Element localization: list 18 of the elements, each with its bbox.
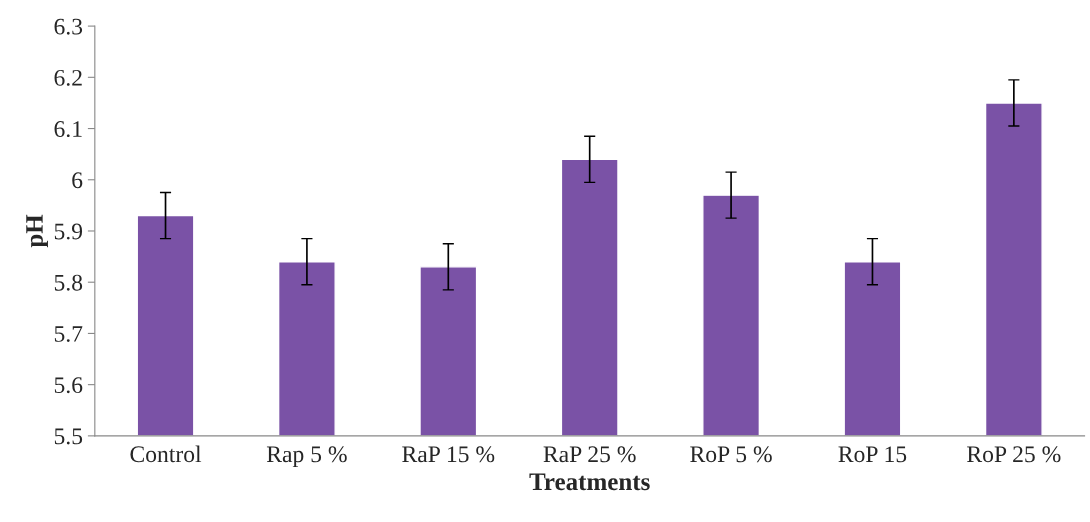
x-tick-label: RoP 5 %: [690, 446, 772, 463]
y-tick-label: 5.5: [54, 428, 83, 445]
y-axis-title: pH: [26, 214, 48, 248]
y-tick-label: 6.2: [54, 69, 82, 86]
y-tick-label: 5.7: [54, 326, 83, 342]
y-tick-label: 6.1: [54, 121, 82, 138]
y-tick-label: 5.9: [54, 223, 83, 240]
x-tick-label: Rap 5 %: [266, 446, 347, 467]
y-tick-label: 6.3: [54, 18, 83, 35]
x-tick-label: Control: [130, 445, 202, 463]
y-tick-label: 5.6: [54, 377, 83, 394]
y-tick-label: 6: [72, 172, 83, 189]
x-tick-label: RaP 25 %: [543, 446, 636, 463]
y-tick-label: 5.8: [54, 274, 83, 291]
x-axis-title: Treatments: [529, 473, 650, 491]
x-tick-label: RaP 15 %: [402, 446, 495, 463]
x-tick-label: RoP 15: [838, 446, 907, 463]
x-tick-label: RoP 25 %: [967, 446, 1061, 463]
